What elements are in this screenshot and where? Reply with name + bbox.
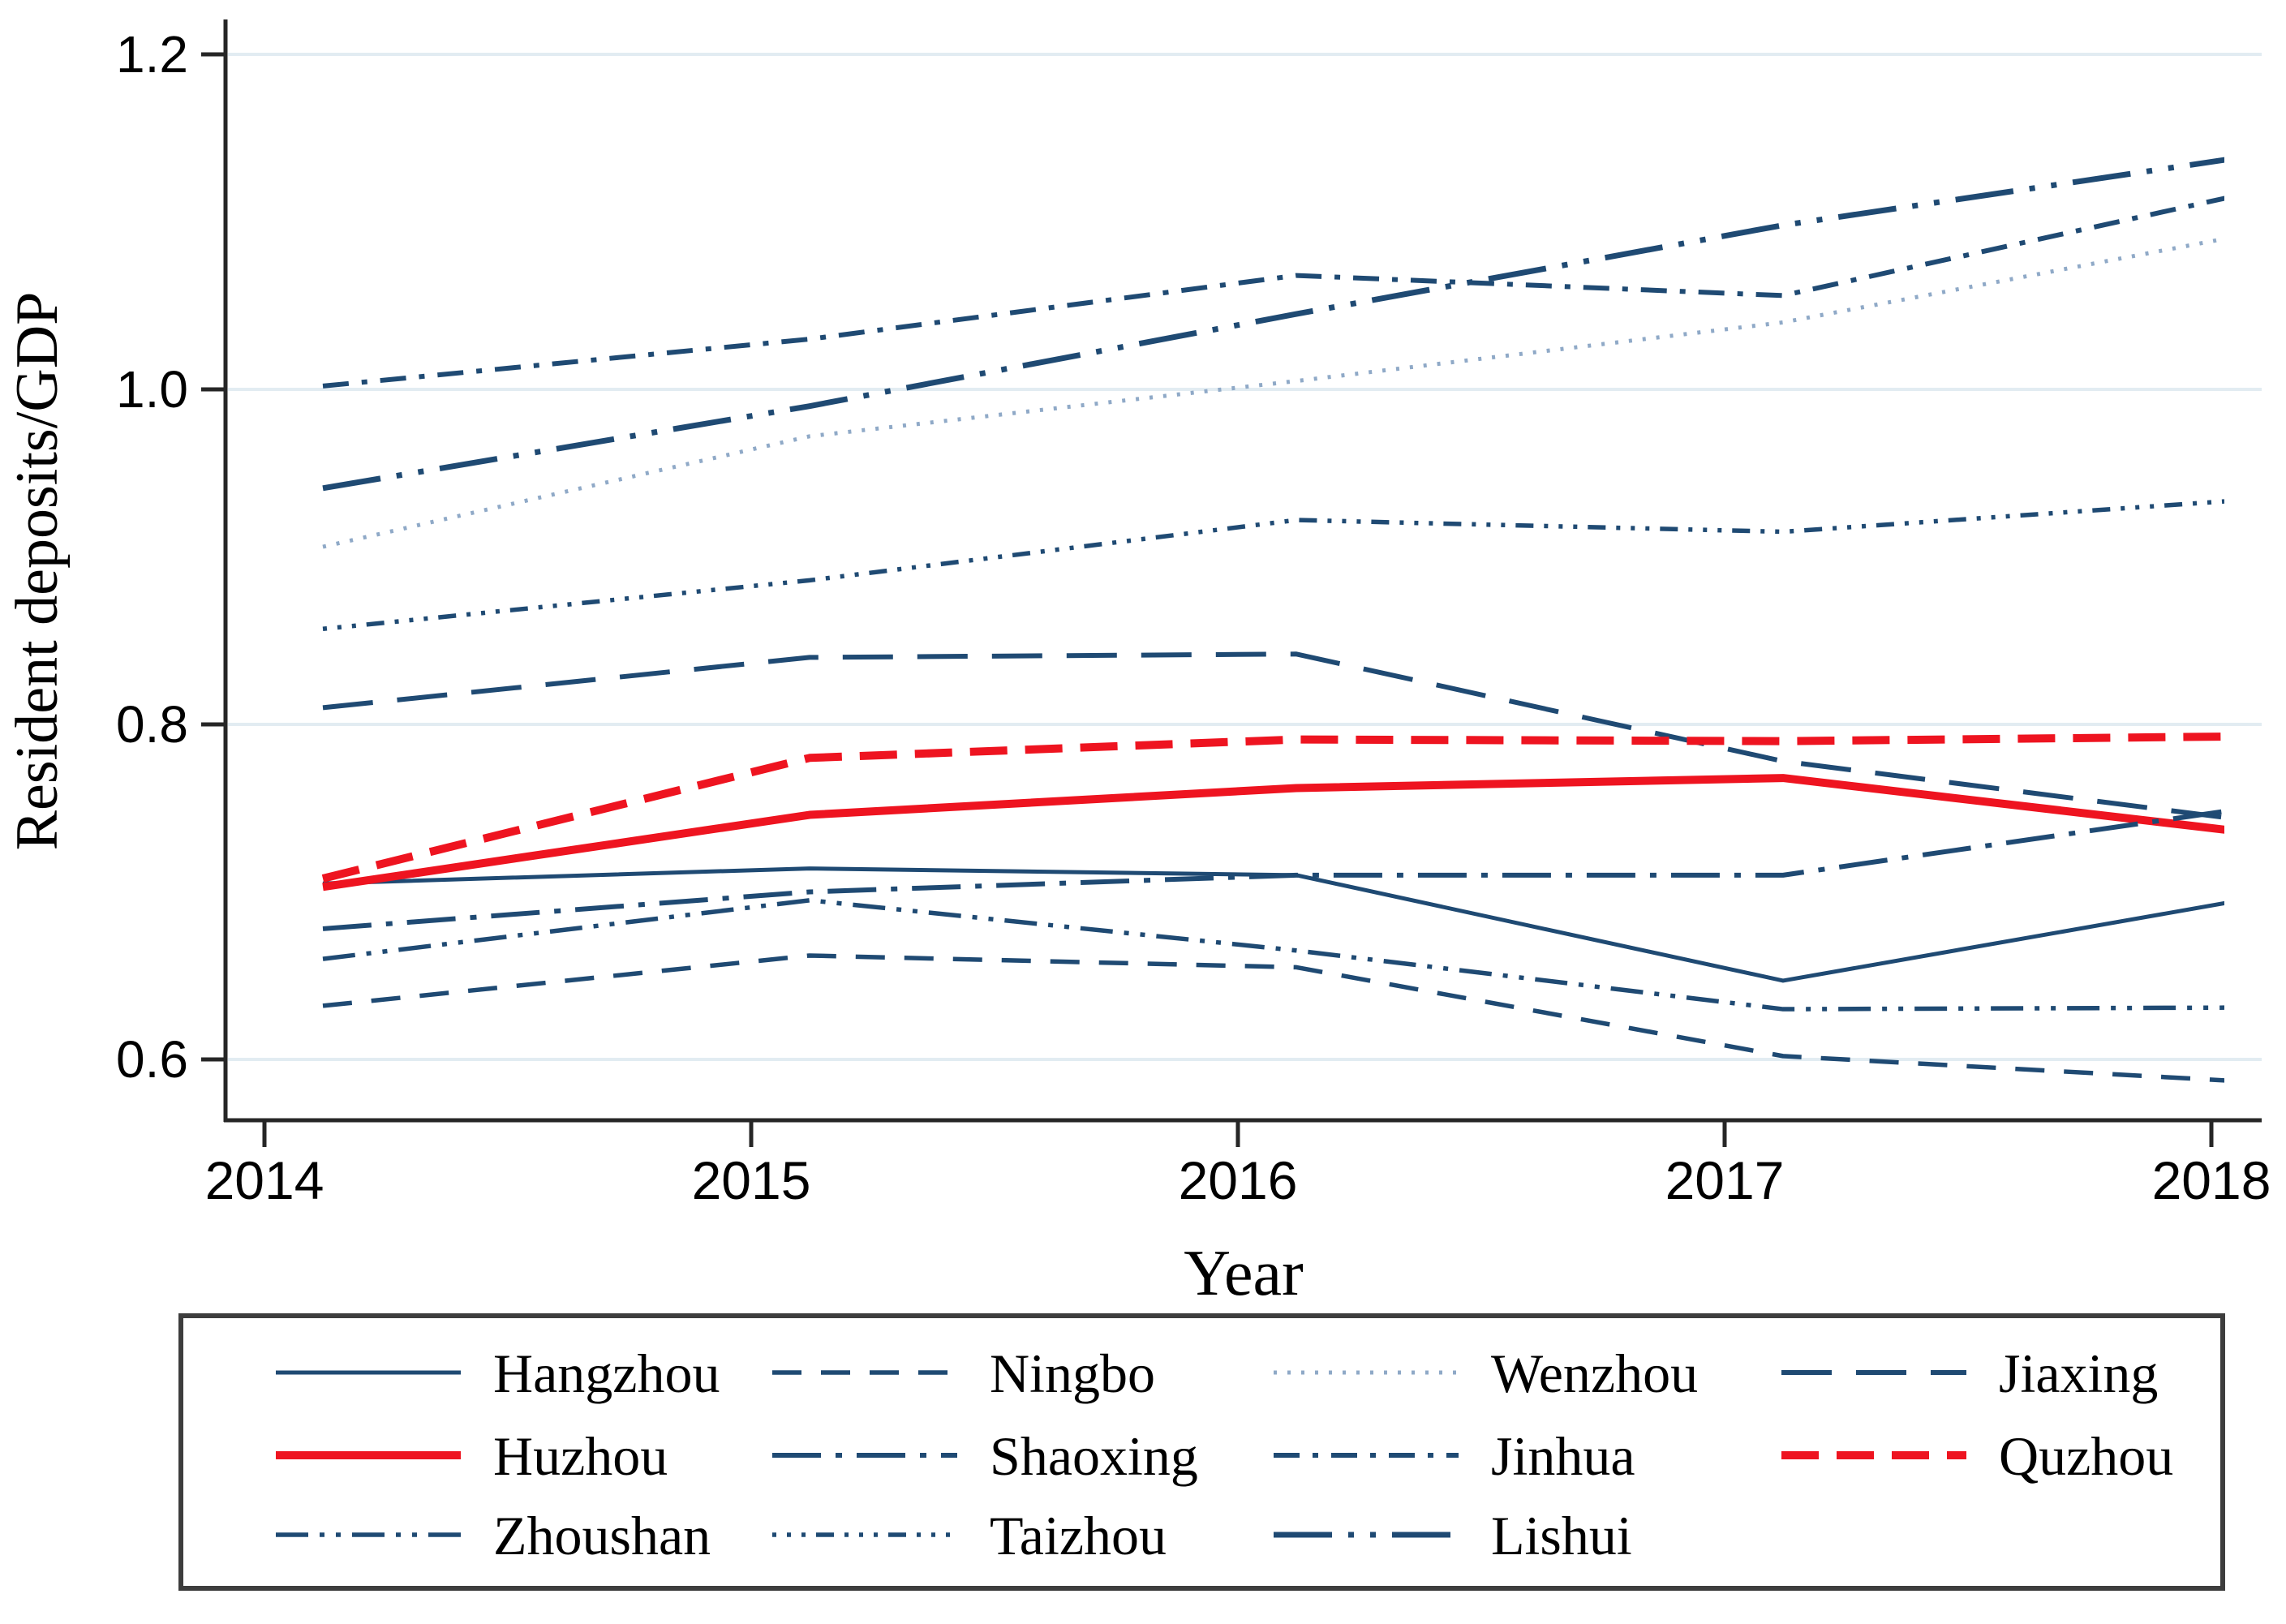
legend-label-hangzhou: Hangzhou xyxy=(493,1343,720,1404)
legend-item-hangzhou: Hangzhou xyxy=(276,1343,720,1404)
legend: Hangzhou Ningbo Wenzhou Jiaxing Huzhou Shaoxi… xyxy=(178,1313,2225,1591)
legend-item-huzhou: Huzhou xyxy=(276,1425,668,1487)
axes: 0.6 0.8 1.0 1.2 2014 2015 2016 2017 2018 xyxy=(116,19,2271,1210)
series-line-jinhua xyxy=(322,195,2224,389)
x-tick-label-2014: 2014 xyxy=(205,1150,324,1210)
series-line-quzhou xyxy=(321,733,2224,883)
y-tick-label-1.0: 1.0 xyxy=(116,360,188,419)
legend-item-lishui: Lishui xyxy=(1274,1505,1632,1566)
x-tick-label-2017: 2017 xyxy=(1665,1150,1785,1210)
legend-item-ningbo: Ningbo xyxy=(772,1343,1155,1404)
legend-item-quzhou: Quzhou xyxy=(1781,1425,2173,1487)
legend-label-jiaxing: Jiaxing xyxy=(1999,1343,2158,1404)
legend-label-zhoushan: Zhoushan xyxy=(493,1505,711,1566)
legend-label-taizhou: Taizhou xyxy=(990,1505,1167,1566)
x-axis-title: Year xyxy=(1184,1238,1303,1309)
legend-item-taizhou: Taizhou xyxy=(772,1505,1167,1566)
series-line-lishui xyxy=(322,157,2224,492)
legend-label-quzhou: Quzhou xyxy=(1999,1425,2173,1487)
x-tick-label-2018: 2018 xyxy=(2152,1150,2271,1210)
legend-label-ningbo: Ningbo xyxy=(990,1343,1155,1404)
series-line-jiaxing xyxy=(322,651,2224,820)
series-lines xyxy=(321,157,2224,1083)
series-line-zhoushan xyxy=(322,898,2224,1012)
legend-item-jinhua: Jinhua xyxy=(1274,1425,1635,1487)
x-tick-label-2015: 2015 xyxy=(692,1150,811,1210)
series-line-ningbo xyxy=(322,953,2224,1083)
legend-item-zhoushan: Zhoushan xyxy=(276,1505,711,1566)
y-tick-label-0.8: 0.8 xyxy=(116,695,188,754)
legend-label-wenzhou: Wenzhou xyxy=(1491,1343,1698,1404)
y-axis-title: Resident deposits/GDP xyxy=(4,292,71,851)
gridlines xyxy=(228,53,2262,1061)
legend-item-shaoxing: Shaoxing xyxy=(772,1425,1198,1487)
legend-label-shaoxing: Shaoxing xyxy=(990,1425,1198,1487)
legend-label-jinhua: Jinhua xyxy=(1491,1425,1635,1487)
series-line-wenzhou xyxy=(322,236,2224,549)
y-tick-label-1.2: 1.2 xyxy=(116,25,188,84)
y-tick-label-0.6: 0.6 xyxy=(116,1030,188,1089)
legend-item-jiaxing: Jiaxing xyxy=(1781,1343,2158,1404)
series-line-shaoxing xyxy=(322,809,2224,931)
legend-label-lishui: Lishui xyxy=(1491,1505,1632,1566)
legend-item-wenzhou: Wenzhou xyxy=(1274,1343,1698,1404)
x-tick-label-2016: 2016 xyxy=(1179,1150,1298,1210)
series-line-huzhou xyxy=(322,774,2224,891)
legend-label-huzhou: Huzhou xyxy=(493,1425,668,1487)
legend-box xyxy=(178,1313,2225,1591)
